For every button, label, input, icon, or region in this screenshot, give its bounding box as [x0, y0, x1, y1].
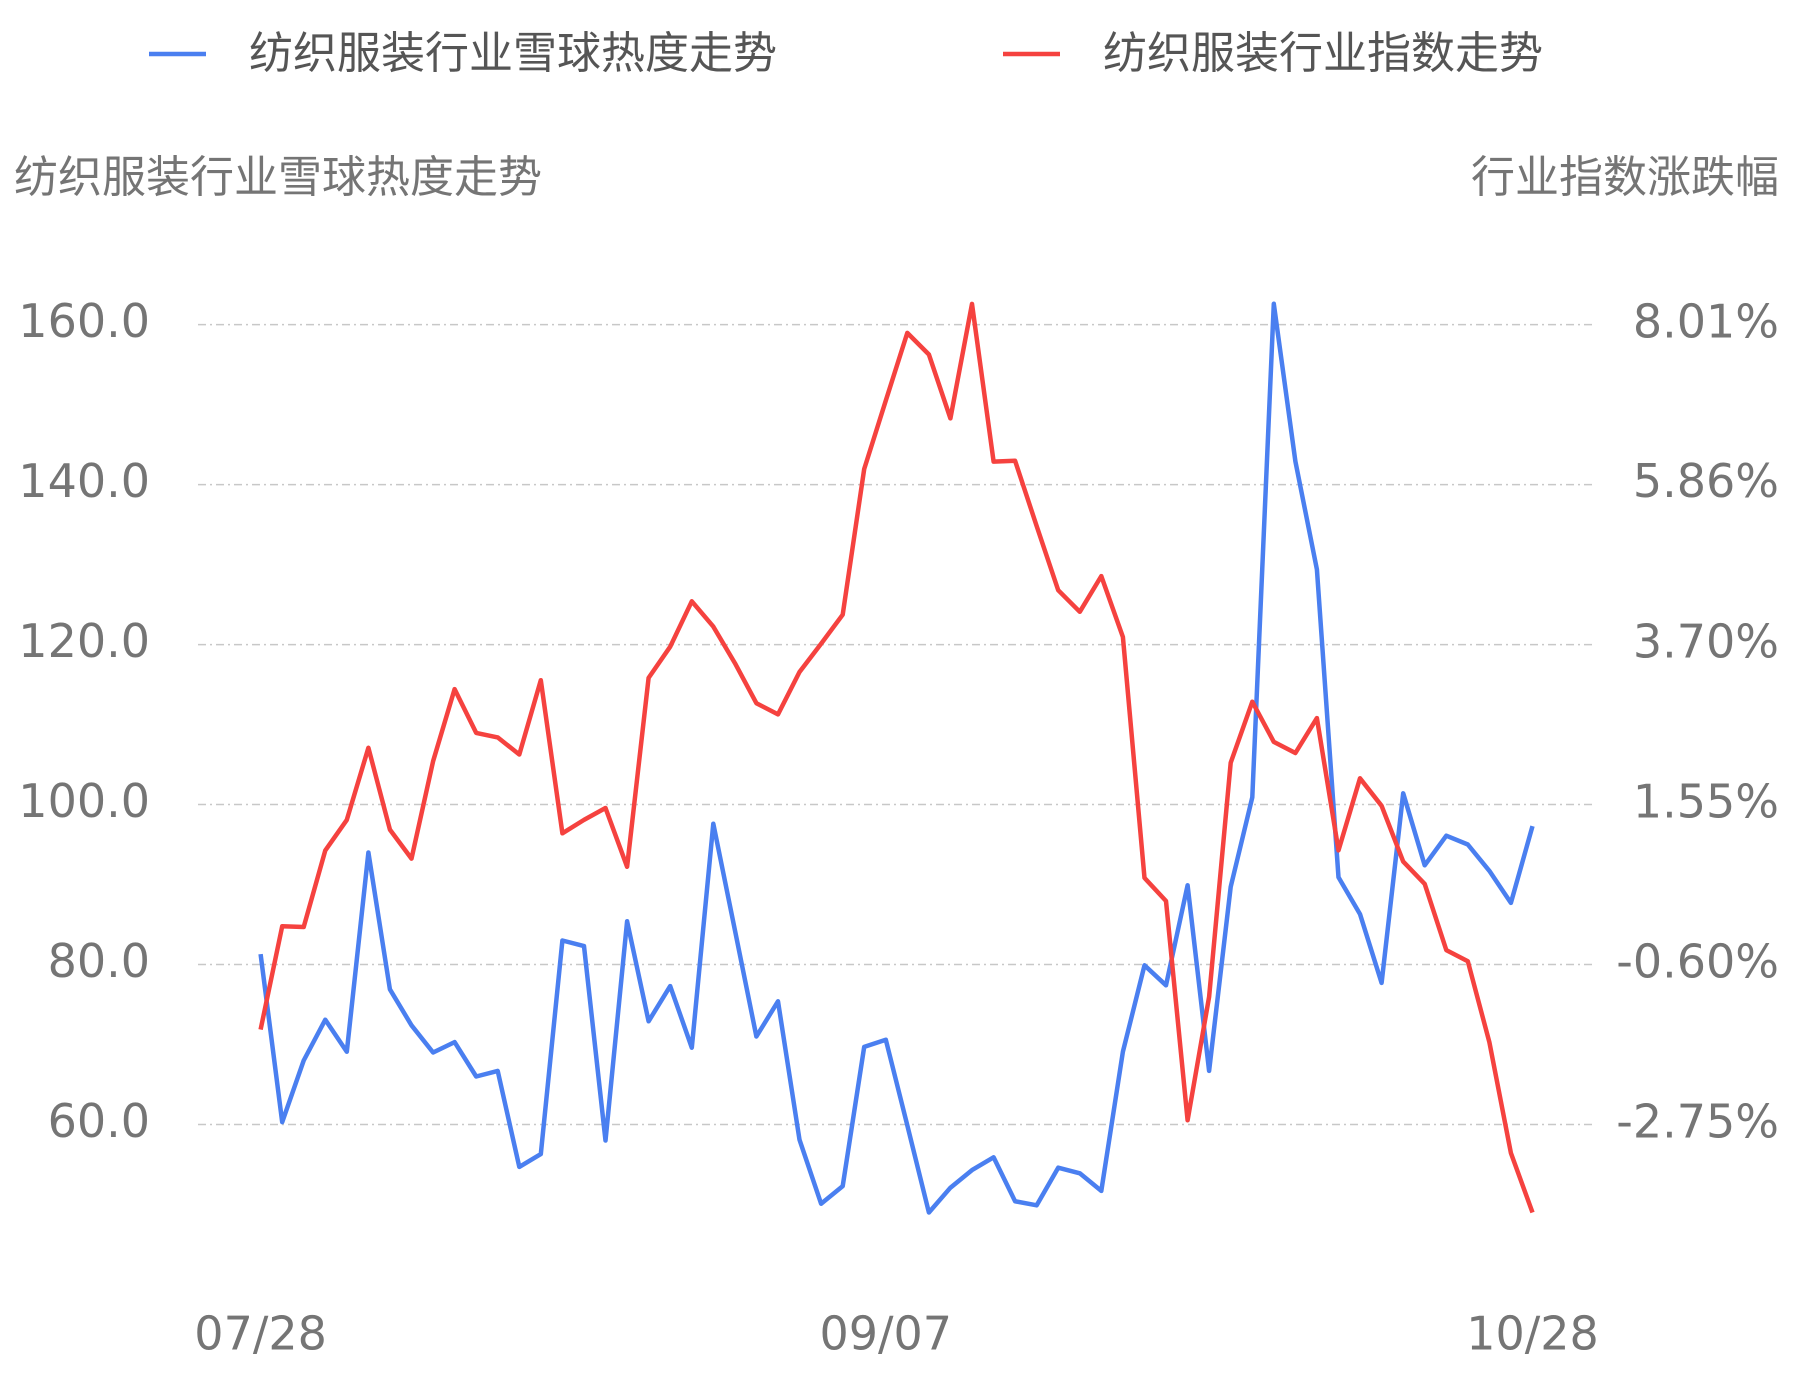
y2-tick-label: -0.60%	[1616, 934, 1779, 988]
y2-axis-title: 行业指数涨跌幅	[1471, 152, 1779, 203]
y-tick-label: 100.0	[18, 774, 150, 828]
legend-label: 纺织服装行业雪球热度走势	[249, 28, 777, 79]
x-tick-label: 10/28	[1466, 1307, 1599, 1361]
x-tick-label: 07/28	[194, 1307, 327, 1361]
y-tick-label: 120.0	[18, 614, 150, 668]
y2-tick-label: 3.70%	[1633, 615, 1779, 669]
y2-tick-label: 5.86%	[1633, 454, 1779, 508]
y-tick-label: 160.0	[18, 294, 150, 348]
series-line	[258, 301, 1535, 1215]
y2-tick-label: 1.55%	[1633, 775, 1779, 829]
legend-label: 纺织服装行业指数走势	[1103, 28, 1543, 79]
y2-tick-label: 8.01%	[1633, 294, 1779, 348]
y-tick-label: 140.0	[18, 454, 150, 508]
x-tick-label: 09/07	[819, 1307, 952, 1361]
y2-tick-label: -2.75%	[1616, 1094, 1779, 1148]
y-axis-title: 纺织服装行业雪球热度走势	[14, 152, 542, 203]
series-line	[258, 301, 1535, 1214]
y-tick-label: 80.0	[48, 934, 150, 988]
y-tick-label: 60.0	[48, 1094, 150, 1148]
